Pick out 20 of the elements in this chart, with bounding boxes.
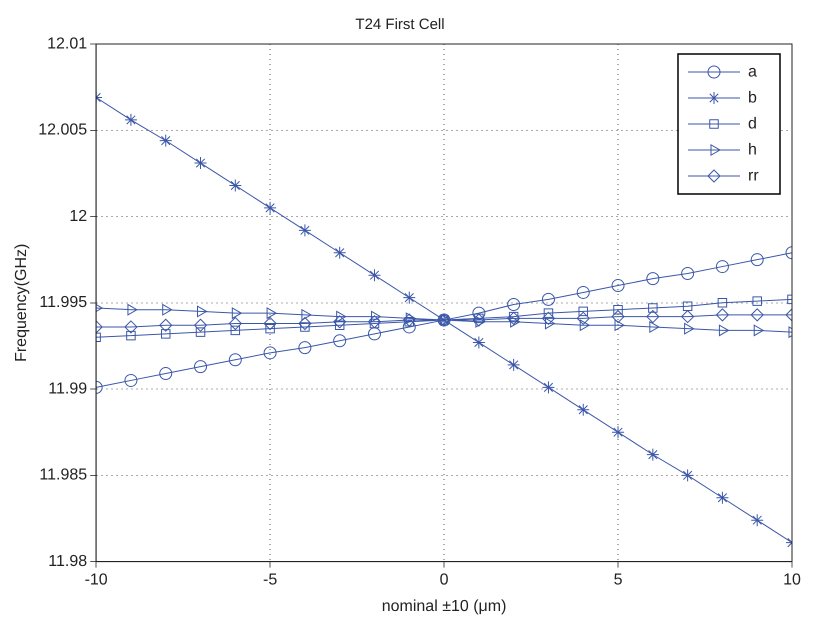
legend-label: b xyxy=(748,89,757,106)
legend-label: h xyxy=(748,141,757,158)
x-axis-title: nominal ±10 (μm) xyxy=(382,598,506,615)
legend-label: rr xyxy=(748,167,760,184)
y-tick-label: 12 xyxy=(69,208,88,225)
y-tick-label: 11.995 xyxy=(39,294,88,312)
x-tick-label: -10 xyxy=(84,572,108,589)
x-tick-label: 10 xyxy=(783,572,801,589)
y-axis-title: Frequency(GHz) xyxy=(13,244,30,362)
x-tick-label: 0 xyxy=(440,572,449,589)
x-tick-label: -5 xyxy=(262,572,278,589)
y-tick-label: 11.98 xyxy=(48,553,88,570)
y-tick-label: 12.005 xyxy=(38,122,88,139)
y-tick-label: 11.985 xyxy=(39,466,88,484)
chart-title: T24 First Cell xyxy=(355,16,445,34)
x-tick-label: 5 xyxy=(614,572,623,589)
y-tick-label: 12.01 xyxy=(47,35,88,52)
legend-label: a xyxy=(748,63,757,80)
y-tick-label: 11.99 xyxy=(48,380,88,398)
legend-label: d xyxy=(748,115,757,132)
